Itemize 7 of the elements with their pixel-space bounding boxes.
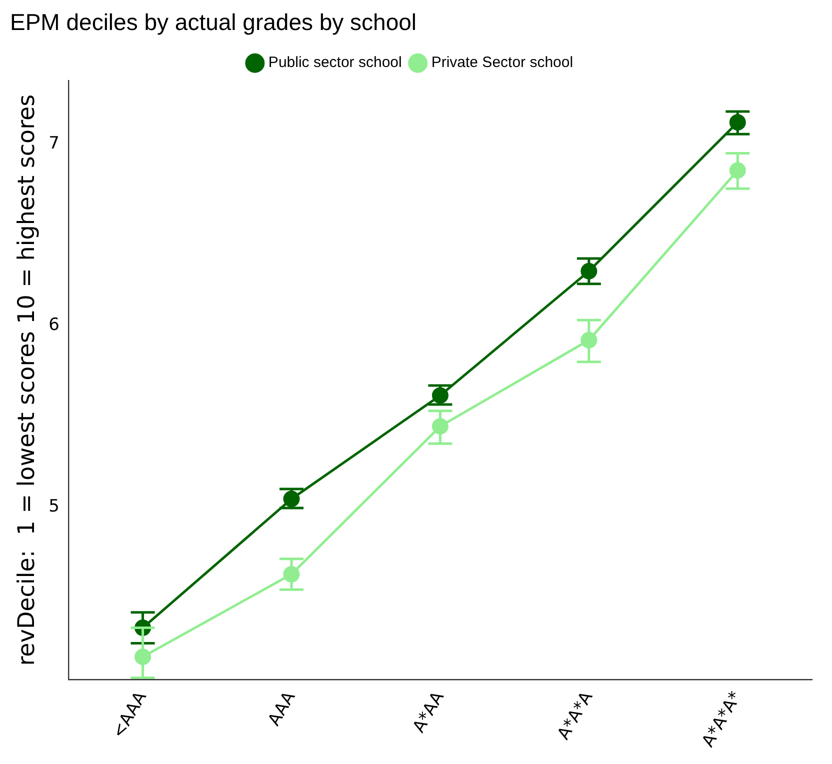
legend-label: Private Sector school <box>431 54 574 72</box>
y-tick-label: 5 <box>48 496 60 517</box>
y-tick-label: 7 <box>48 134 60 154</box>
y-tick-label: 6 <box>48 315 60 336</box>
y-axis-title: revDecile: 1 = lowest scores 10 = highest scores <box>14 94 40 666</box>
legend-label: Public sector school <box>268 54 402 72</box>
chart-title: EPM deciles by actual grades by school <box>10 9 417 36</box>
